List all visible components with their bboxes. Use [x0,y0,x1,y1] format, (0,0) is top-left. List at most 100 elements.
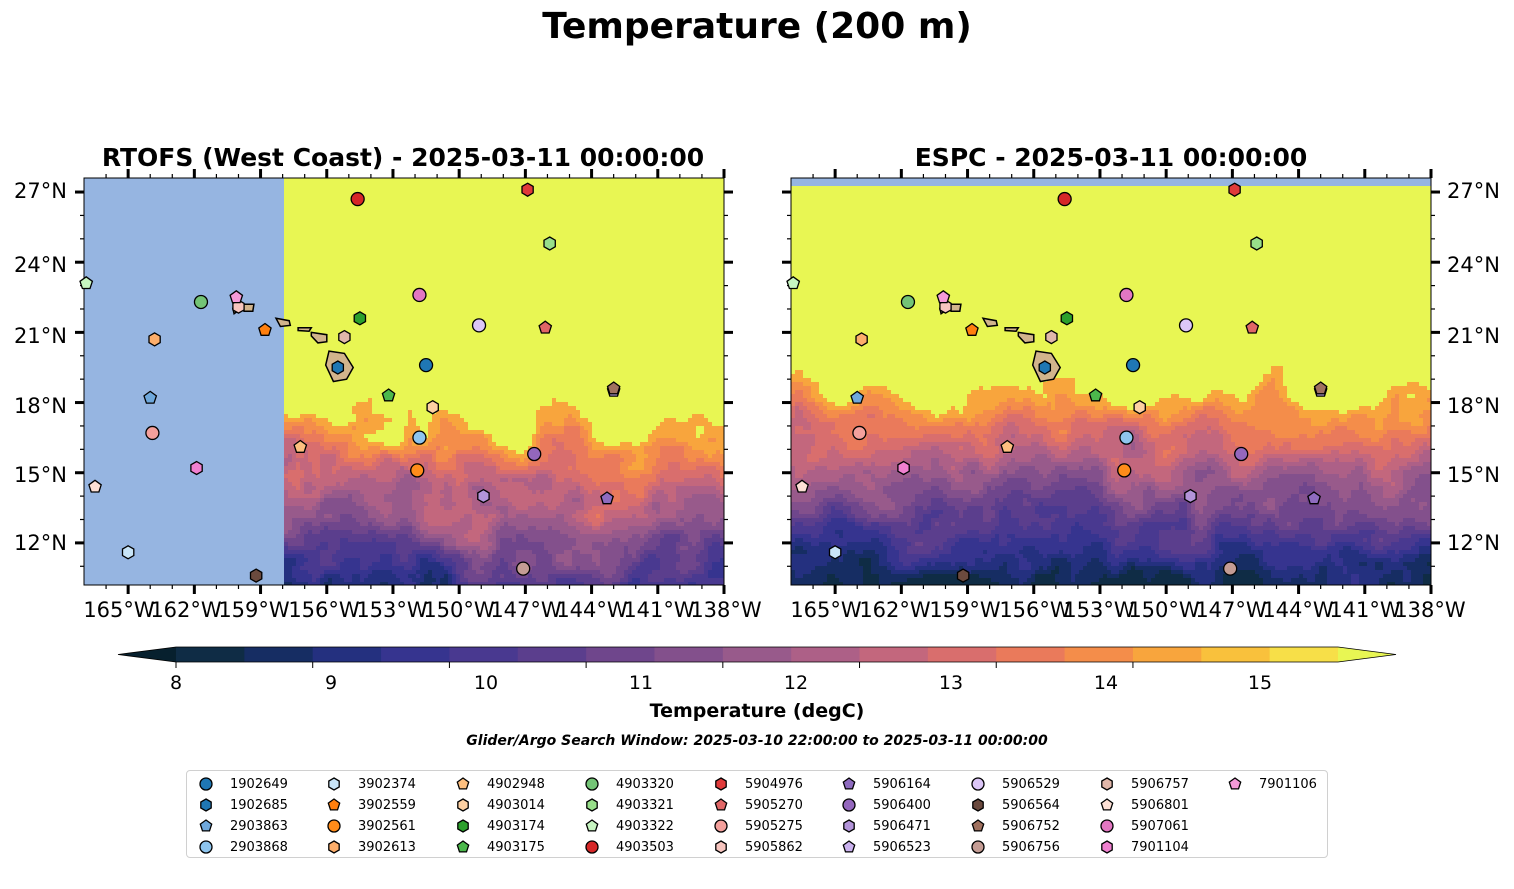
float-4903321 [1250,236,1263,251]
float-2903868 [1119,430,1134,445]
lon-label: 165°W [83,598,154,622]
colorbar-bin [1201,647,1271,662]
legend-label: 7901106 [1259,777,1317,792]
float-4903014 [1133,399,1146,415]
colorbar-tick-label: 11 [629,672,653,694]
island-shape [1017,331,1035,344]
legend-item-4903321: 4903321 [583,796,674,814]
legend-marker-icon [1100,819,1114,833]
legend-marker [972,798,984,812]
legend-label: 5907061 [1131,819,1189,834]
legend-item-4903320: 4903320 [583,775,674,793]
float-7901106 [229,289,244,304]
legend-marker [1100,798,1114,811]
legend-marker [971,840,985,854]
legend-item-4902948: 4902948 [454,775,545,793]
float-5905862 [232,299,245,314]
legend-marker-icon [327,798,341,811]
legend-label: 5906564 [1002,798,1060,813]
temperature-field [84,178,724,585]
colorbar-under-extend [118,647,176,662]
legend-item-5906164: 5906164 [840,775,931,793]
colorbar-bin [996,647,1066,662]
lat-label-right: 18°N [1447,394,1500,418]
legend-label: 4903321 [616,798,674,813]
float-2903863 [850,390,865,404]
float-4902948 [1000,439,1015,453]
float-5906164 [1307,491,1321,505]
legend-label: 7901104 [1131,840,1189,855]
legend-item-5905270: 5905270 [712,796,803,814]
float-4903175 [381,388,396,402]
legend-item-4903503: 4903503 [583,838,674,856]
legend-label: 5906752 [1002,819,1060,834]
lon-label: 165°W [790,598,861,622]
legend-marker-icon [199,840,213,854]
colorbar-bin [176,647,245,662]
legend-marker-icon [200,798,212,812]
legend-marker [327,819,341,833]
legend-marker [456,840,470,853]
float-5906564 [249,568,263,583]
float-5906756 [1223,561,1238,576]
legend-item-5906523: 5906523 [840,838,931,856]
colorbar-tick-label: 8 [170,672,182,694]
float-4903014 [426,399,439,415]
lat-label-left: 24°N [14,253,67,277]
legend-marker-icon [1228,777,1242,790]
island-shape [274,317,292,328]
legend-label: 1902685 [230,798,288,813]
legend-marker-icon [971,777,985,791]
legend-marker [586,798,598,812]
legend-marker [199,840,213,854]
legend-marker-icon [328,777,340,791]
float-4903175 [1088,388,1103,402]
legend-marker-icon [842,798,856,812]
legend-label: 5906164 [873,777,931,792]
legend-marker [199,777,213,791]
float-3902561 [1117,463,1132,478]
colorbar-tick-label: 14 [1094,672,1118,694]
legend-item-2903868: 2903868 [197,838,288,856]
legend-label: 4903503 [616,840,674,855]
colorbar-bin [1132,647,1202,662]
float-5906529 [471,318,487,333]
lon-label: 138°W [690,598,761,622]
legend-item-1902685: 1902685 [197,796,288,814]
colorbar-tick-label: 9 [325,672,337,694]
legend-item-5906801: 5906801 [1098,796,1189,814]
map-panel-rtofs [75,169,733,594]
float-4903322 [786,275,801,290]
search-window-caption: Glider/Argo Search Window: 2025-03-10 22… [0,733,1514,749]
float-4903174 [353,311,367,326]
float-5907061 [412,287,427,303]
legend-item-5907061: 5907061 [1098,817,1189,835]
legend-label: 5906801 [1131,798,1189,813]
float-4903174 [1060,311,1074,326]
colorbar-bin [859,647,929,662]
legend-item-5906471: 5906471 [840,817,931,835]
legend-item-2903863: 2903863 [197,817,288,835]
lon-label: 159°W [929,598,1000,622]
float-5907061 [1119,287,1134,303]
legend-item-5906752: 5906752 [969,817,1060,835]
float-5906757 [1045,329,1058,345]
legend-item-5905275: 5905275 [712,817,803,835]
float-1902685 [331,360,345,375]
legend-item-3902374: 3902374 [325,775,416,793]
legend-marker [1100,819,1114,833]
legend-item-3902613: 3902613 [325,838,416,856]
float-3902559 [965,322,979,336]
colorbar-bin [1064,647,1134,662]
legend-label: 4903174 [487,819,545,834]
lon-label: 159°W [218,598,289,622]
lat-label-right: 12°N [1447,531,1500,555]
legend-marker-icon [715,840,727,854]
legend-marker-icon [972,798,984,812]
lat-label-left: 15°N [14,463,67,487]
float-4903320 [900,294,916,310]
colorbar-over-extend [1338,647,1396,662]
float-5906756 [516,561,531,576]
legend-label: 5906756 [1002,840,1060,855]
island-shape [310,331,328,344]
